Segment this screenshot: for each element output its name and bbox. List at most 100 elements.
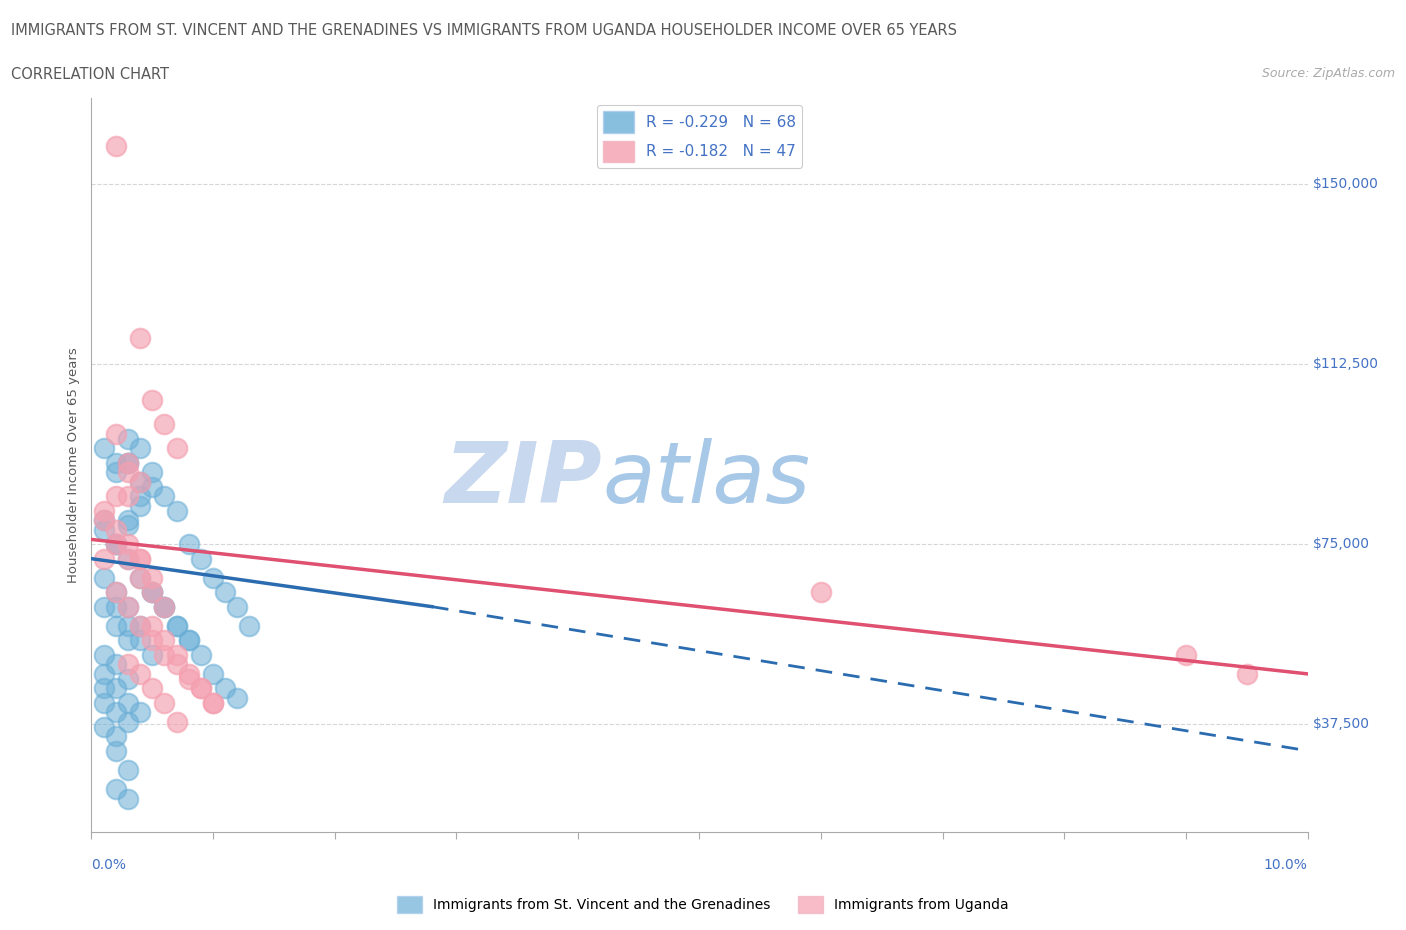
Point [117, 599, 139, 614]
Point [104, 465, 127, 480]
Point [104, 537, 127, 551]
Point [104, 537, 127, 551]
Text: 10.0%: 10.0% [1264, 858, 1308, 872]
Point [166, 503, 188, 518]
Point [104, 657, 127, 671]
Point [117, 657, 139, 671]
Point [153, 632, 176, 647]
Point [104, 681, 127, 696]
Point [177, 537, 200, 551]
Point [153, 696, 176, 711]
Point [117, 512, 139, 527]
Point [141, 632, 163, 647]
Point [129, 551, 152, 566]
Point [141, 681, 163, 696]
Point [104, 618, 127, 633]
Text: CORRELATION CHART: CORRELATION CHART [11, 67, 169, 82]
Point [104, 455, 127, 470]
Text: Source: ZipAtlas.com: Source: ZipAtlas.com [1261, 67, 1395, 80]
Point [104, 426, 127, 441]
Point [104, 139, 127, 153]
Point [93, 667, 115, 682]
Point [117, 432, 139, 446]
Point [153, 599, 176, 614]
Text: $37,500: $37,500 [1313, 717, 1371, 731]
Point [129, 330, 152, 345]
Point [166, 618, 188, 633]
Point [153, 599, 176, 614]
Point [226, 690, 249, 705]
Point [177, 632, 200, 647]
Point [129, 667, 152, 682]
Point [166, 714, 188, 729]
Point [93, 441, 115, 456]
Point [810, 585, 832, 600]
Point [117, 518, 139, 533]
Point [104, 585, 127, 600]
Point [129, 570, 152, 585]
Point [190, 647, 212, 662]
Point [117, 696, 139, 711]
Point [104, 729, 127, 744]
Point [190, 681, 212, 696]
Point [202, 696, 225, 711]
Point [202, 696, 225, 711]
Point [93, 503, 115, 518]
Text: $75,000: $75,000 [1313, 538, 1371, 551]
Point [104, 537, 127, 551]
Legend: Immigrants from St. Vincent and the Grenadines, Immigrants from Uganda: Immigrants from St. Vincent and the Gren… [391, 890, 1015, 919]
Point [117, 599, 139, 614]
Point [153, 489, 176, 504]
Point [153, 417, 176, 432]
Point [104, 585, 127, 600]
Point [153, 599, 176, 614]
Point [1174, 647, 1197, 662]
Point [129, 705, 152, 720]
Point [117, 455, 139, 470]
Point [141, 618, 163, 633]
Point [129, 618, 152, 633]
Point [117, 763, 139, 777]
Point [141, 479, 163, 494]
Point [202, 667, 225, 682]
Point [129, 474, 152, 489]
Point [93, 523, 115, 538]
Point [141, 392, 163, 407]
Point [117, 551, 139, 566]
Point [117, 671, 139, 686]
Point [93, 599, 115, 614]
Point [166, 657, 188, 671]
Point [117, 489, 139, 504]
Point [129, 551, 152, 566]
Point [93, 696, 115, 711]
Point [166, 441, 188, 456]
Point [190, 551, 212, 566]
Point [117, 455, 139, 470]
Point [129, 489, 152, 504]
Point [177, 671, 200, 686]
Point [153, 647, 176, 662]
Point [93, 719, 115, 734]
Point [141, 585, 163, 600]
Text: IMMIGRANTS FROM ST. VINCENT AND THE GRENADINES VS IMMIGRANTS FROM UGANDA HOUSEHO: IMMIGRANTS FROM ST. VINCENT AND THE GREN… [11, 23, 957, 38]
Text: 0.0%: 0.0% [91, 858, 127, 872]
Point [93, 512, 115, 527]
Point [166, 618, 188, 633]
Y-axis label: Householder Income Over 65 years: Householder Income Over 65 years [66, 347, 80, 583]
Point [214, 681, 236, 696]
Point [117, 455, 139, 470]
Point [177, 632, 200, 647]
Point [117, 791, 139, 806]
Point [202, 570, 225, 585]
Point [141, 585, 163, 600]
Point [129, 474, 152, 489]
Point [129, 632, 152, 647]
Point [117, 714, 139, 729]
Point [117, 618, 139, 633]
Point [129, 570, 152, 585]
Point [93, 570, 115, 585]
Point [141, 465, 163, 480]
Point [93, 681, 115, 696]
Point [104, 599, 127, 614]
Point [117, 551, 139, 566]
